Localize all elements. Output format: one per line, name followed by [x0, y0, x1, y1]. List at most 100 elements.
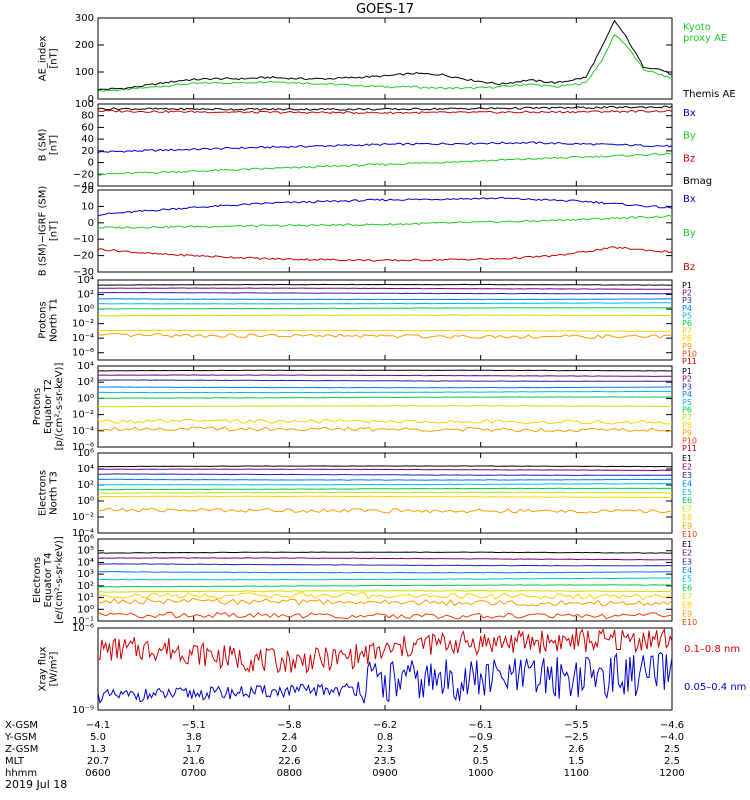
channel-label: P10 [682, 436, 697, 445]
series-line [97, 105, 673, 111]
legend-line: Bx [683, 194, 696, 205]
channel-label: E10 [682, 618, 697, 627]
channel-label: P8 [682, 421, 692, 430]
x-table-value: 0600 [85, 768, 110, 779]
legend-line: Kyoto [683, 22, 711, 33]
channel-label: E7 [682, 505, 692, 514]
legend-entry: Kyoto proxy AE [683, 22, 727, 44]
y-tick-label: 300 [75, 13, 94, 24]
y-tick-label: 10⁻² [72, 319, 94, 330]
y-tick-label: 10¹ [77, 593, 94, 604]
panel-ylabel-group: Xray flux[W/m²] [38, 647, 60, 692]
panel-ylabel-line: [nT] [49, 221, 60, 241]
channel-line [98, 563, 673, 567]
panel-p_equator: ProtonsEquator T2[p/(cm²-s-sr-keV)] 10⁴ 10… [32, 361, 697, 453]
channel-line [98, 473, 673, 476]
channel-label: E3 [682, 557, 692, 566]
panel-ylabel-line: North T3 [49, 471, 60, 515]
x-table-value: 0.5 [473, 756, 489, 767]
legend-entry: By [683, 131, 696, 142]
panel-ylabel-line: [e/(cm²-s-sr-keV)] [54, 536, 65, 624]
channel-line [97, 577, 673, 581]
channel-label: P9 [682, 429, 692, 438]
y-tick-label: 20 [81, 146, 94, 157]
channel-line [97, 405, 673, 408]
x-table-value: 1.7 [186, 744, 202, 755]
panel-frame [97, 103, 673, 187]
panel-ylabel: ElectronsEquator T4[e/(cm²-s-sr-keV)] [32, 536, 65, 624]
x-table-value: −6.1 [469, 720, 493, 731]
series-line [97, 109, 673, 115]
x-table-value: 2.5 [664, 744, 680, 755]
channel-label: P11 [682, 357, 697, 366]
x-table-value: −5.8 [277, 720, 301, 731]
legend-line: Bz [683, 153, 695, 164]
x-table-value: 1100 [564, 768, 589, 779]
y-tick-label: 10⁴ [77, 557, 94, 568]
y-tick-label: 200 [75, 40, 94, 51]
panel-ylabel-line: [nT] [49, 48, 60, 68]
y-tick-label: 10² [77, 581, 94, 592]
y-tick-label: 0 [88, 158, 94, 169]
channel-label: P7 [682, 327, 692, 336]
channel-line [98, 386, 672, 389]
legend-line: By [683, 228, 696, 239]
legend-entry: Themis AE [682, 89, 736, 100]
channel-line [97, 487, 673, 491]
y-tick-label: 10⁻⁶ [72, 623, 94, 634]
series-line [97, 214, 673, 229]
x-table-value: 1000 [468, 768, 493, 779]
y-tick-label: 10⁻⁴ [72, 333, 94, 344]
x-table-value: 1.5 [568, 756, 584, 767]
panel-ylabel-line: [W/m²] [49, 651, 60, 686]
y-tick-label: 10⁻¹ [72, 616, 94, 627]
legend-entry: Bz [683, 262, 695, 273]
series-line [97, 34, 673, 93]
channel-label: E2 [682, 549, 692, 558]
x-table-value: 0.8 [377, 732, 393, 743]
channel-label: P6 [682, 406, 692, 415]
x-table-value: 2.6 [568, 744, 584, 755]
channel-line [97, 591, 673, 601]
series-line [97, 152, 673, 176]
channel-line [98, 590, 673, 593]
channel-line [97, 478, 673, 481]
y-tick-label: 10⁴ [77, 361, 94, 372]
channel-line [97, 570, 673, 574]
panel-ylabel: ProtonsEquator T2[p/(cm²-s-sr-keV)] [32, 363, 65, 451]
panel-p_north: ProtonsNorth T1 10⁴ 10² 10⁰ 10⁻² 10⁻⁴ 10⁻⁶ P1P2… [38, 275, 698, 366]
channel-label: E4 [682, 566, 692, 575]
panel-ylabel: B (SM)[nT] [38, 128, 60, 161]
channel-label: P1 [682, 367, 692, 376]
panel-ae: AE_index[nT] 0 100 200 300 Kyoto proxy AE Themi… [38, 13, 736, 105]
y-tick-label: 10⁴ [77, 275, 94, 286]
panel-ylabel-line: Electrons [38, 470, 49, 516]
channel-line [97, 483, 673, 486]
x-row-label: hhmm [5, 768, 37, 779]
channel-label: E1 [682, 540, 692, 549]
series-line [97, 19, 673, 91]
channel-line [97, 551, 673, 554]
x-table-value: 0900 [372, 768, 397, 779]
channel-line [97, 468, 672, 471]
channel-label: E2 [682, 462, 692, 471]
y-tick-label: −20 [73, 251, 94, 262]
panel-ylabel-line: B (SM) [38, 128, 49, 161]
y-tick-label: 10⁵ [77, 546, 94, 557]
series-line [97, 141, 673, 154]
series-line [97, 246, 673, 262]
y-tick-label: 10⁻⁶ [72, 348, 94, 359]
x-table-value: 3.8 [186, 732, 202, 743]
y-tick-label: 100 [75, 99, 94, 110]
channel-label: E3 [682, 471, 692, 480]
channel-line [97, 597, 673, 607]
channel-label: P6 [682, 319, 692, 328]
panel-ylabel-line: AE_index [38, 36, 49, 82]
y-tick-label: 10⁰ [77, 604, 94, 615]
x-table-value: −5.1 [182, 720, 206, 731]
panel-ylabel-group: ElectronsEquator T4[e/(cm²-s-sr-keV)] [32, 536, 65, 624]
channel-line [97, 584, 673, 588]
panel-ylabel-line: [p/(cm²-s-sr-keV)] [54, 363, 65, 451]
legend-entry: Bz [683, 153, 695, 164]
